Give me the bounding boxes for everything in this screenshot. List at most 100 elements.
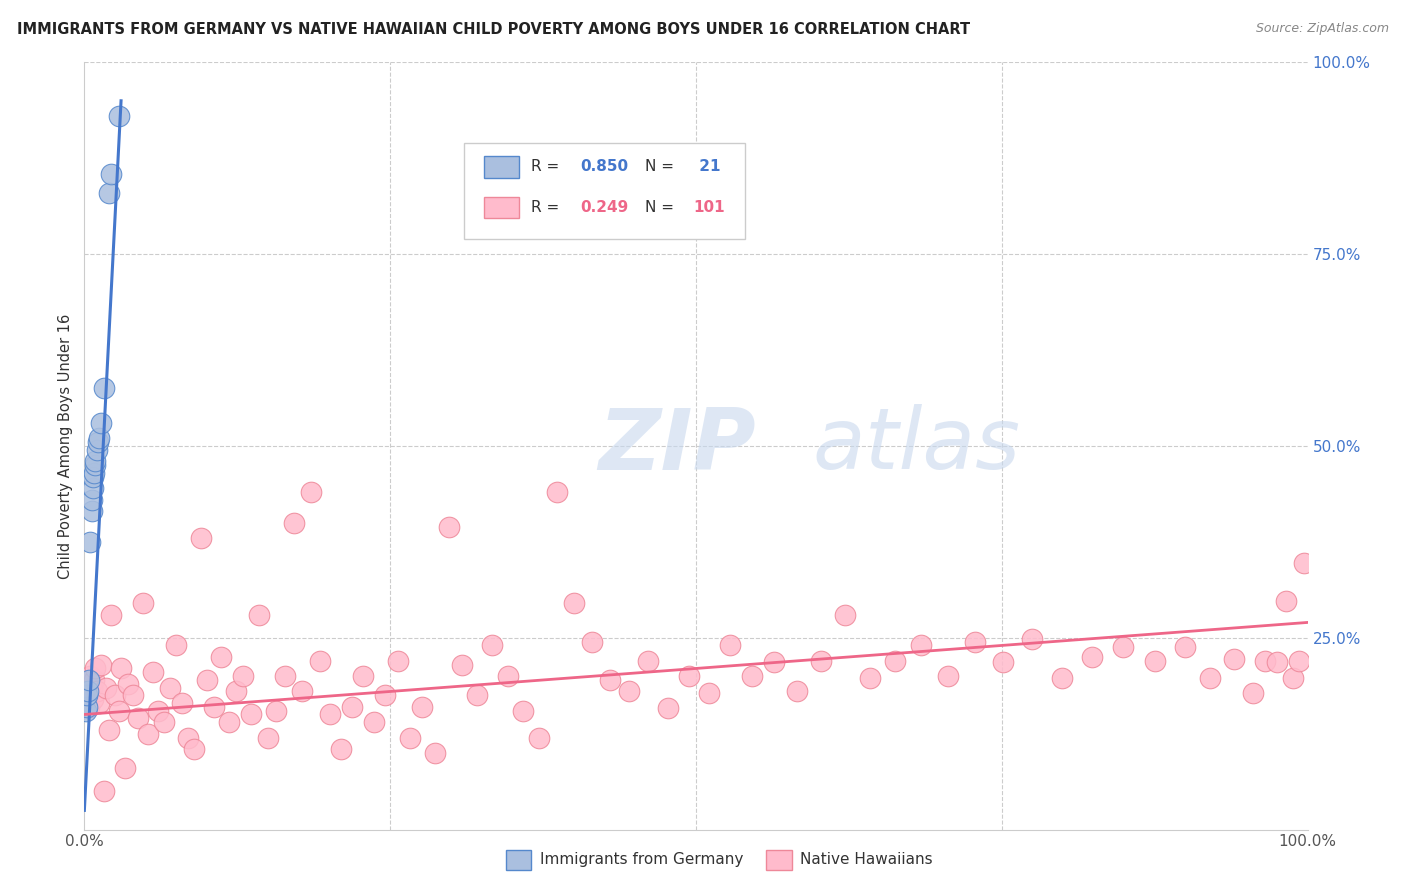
Point [319, 707, 342, 722]
FancyBboxPatch shape [484, 196, 519, 219]
Point [82, 469, 104, 483]
Point [1265, 656, 1288, 670]
Point [1288, 654, 1310, 668]
Point [465, 689, 488, 703]
Point [637, 654, 659, 668]
Point [299, 485, 322, 500]
Text: R =: R = [531, 200, 564, 215]
Point [546, 485, 568, 500]
FancyBboxPatch shape [484, 156, 519, 178]
Point [1021, 632, 1043, 647]
Point [77, 673, 100, 687]
Point [183, 742, 205, 756]
Text: IMMIGRANTS FROM GERMANY VS NATIVE HAWAIIAN CHILD POVERTY AMONG BOYS UNDER 16 COR: IMMIGRANTS FROM GERMANY VS NATIVE HAWAII… [17, 22, 970, 37]
Point [110, 661, 132, 675]
Point [1174, 640, 1197, 654]
Point [93, 382, 115, 396]
Point [107, 704, 129, 718]
Point [146, 704, 169, 718]
Point [80, 492, 103, 507]
Point [884, 654, 907, 668]
Point [910, 639, 932, 653]
Point [209, 649, 232, 664]
Point [529, 731, 551, 745]
Point [512, 704, 534, 718]
Point [1112, 640, 1135, 654]
Point [1050, 671, 1073, 685]
Point [1198, 671, 1220, 685]
Point [80, 681, 103, 695]
Point [84, 454, 107, 468]
Point [97, 723, 120, 737]
Point [172, 696, 194, 710]
Point [132, 596, 155, 610]
Point [83, 673, 105, 687]
Point [481, 639, 503, 653]
Point [142, 665, 165, 680]
Point [437, 519, 460, 533]
Point [741, 669, 763, 683]
Point [309, 654, 332, 668]
Point [86, 442, 108, 457]
Text: N =: N = [644, 160, 679, 174]
Point [963, 634, 986, 648]
Point [1081, 649, 1104, 664]
Point [232, 669, 254, 683]
Text: R =: R = [531, 160, 564, 174]
Point [77, 699, 100, 714]
Point [90, 657, 112, 672]
Point [411, 699, 433, 714]
Point [1223, 652, 1246, 666]
Point [342, 699, 364, 714]
Point [136, 726, 159, 740]
Point [127, 711, 149, 725]
Point [83, 466, 105, 480]
Point [1143, 654, 1166, 668]
Point [291, 684, 314, 698]
Point [274, 669, 297, 683]
Point [76, 677, 98, 691]
Point [810, 654, 832, 668]
Point [75, 704, 97, 718]
Point [218, 715, 240, 730]
Point [617, 684, 640, 698]
Point [84, 661, 107, 675]
Point [1292, 556, 1315, 570]
Point [425, 746, 447, 760]
Text: atlas: atlas [813, 404, 1021, 488]
Point [1282, 671, 1305, 685]
Point [93, 784, 115, 798]
Point [1241, 686, 1264, 700]
Point [122, 689, 145, 703]
Text: ZIP: ZIP [598, 404, 756, 488]
Point [936, 669, 959, 683]
Point [786, 684, 808, 698]
Text: Native Hawaiians: Native Hawaiians [800, 853, 932, 867]
Point [190, 531, 212, 545]
Y-axis label: Child Poverty Among Boys Under 16: Child Poverty Among Boys Under 16 [58, 313, 73, 579]
Point [599, 673, 621, 687]
Point [451, 657, 474, 672]
Point [718, 639, 741, 653]
Point [90, 416, 112, 430]
Point [239, 707, 262, 722]
Text: Immigrants from Germany: Immigrants from Germany [540, 853, 744, 867]
Point [165, 639, 187, 653]
Text: Source: ZipAtlas.com: Source: ZipAtlas.com [1256, 22, 1389, 36]
Point [657, 701, 679, 715]
Point [363, 715, 385, 730]
Point [80, 504, 103, 518]
Text: 21: 21 [693, 160, 720, 174]
Text: 101: 101 [693, 200, 725, 215]
Point [374, 689, 396, 703]
Point [114, 761, 136, 775]
Point [76, 689, 98, 703]
Point [247, 607, 270, 622]
Point [352, 669, 374, 683]
Point [1254, 654, 1277, 668]
Point [76, 699, 98, 714]
Point [87, 431, 110, 445]
Point [153, 715, 176, 730]
Point [87, 696, 110, 710]
Point [117, 677, 139, 691]
